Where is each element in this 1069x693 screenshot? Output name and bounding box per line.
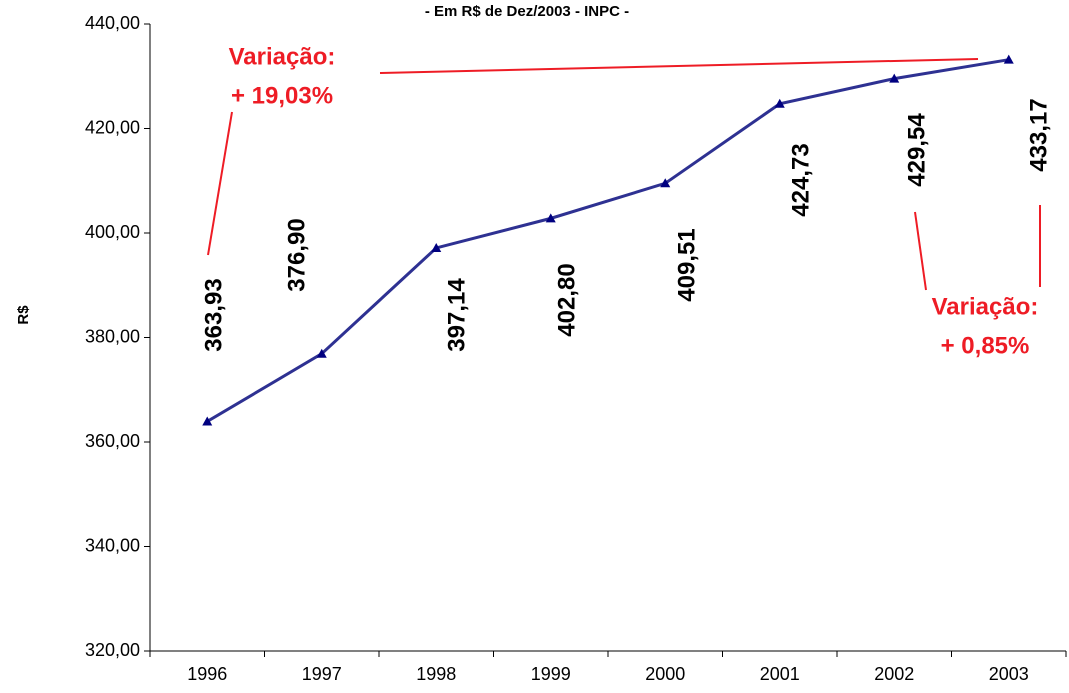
data-label: 397,14	[443, 278, 470, 352]
data-label: 433,17	[1025, 98, 1052, 171]
point-marker	[431, 242, 442, 252]
x-tick-label: 2000	[645, 664, 685, 684]
y-tick-label: 420,00	[85, 117, 140, 137]
x-tick-label: 2002	[874, 664, 914, 684]
point-marker	[316, 348, 327, 358]
series-line	[206, 58, 1009, 423]
y-tick-label: 380,00	[85, 326, 140, 346]
x-tick-label: 2003	[989, 664, 1029, 684]
annotation-leader	[207, 111, 233, 256]
x-tick-label: 1999	[531, 664, 571, 684]
point-marker	[774, 98, 785, 108]
annotation: Variação:	[229, 43, 336, 70]
x-tick-label: 1996	[187, 664, 227, 684]
data-label: 409,51	[673, 228, 700, 301]
y-tick-label: 340,00	[85, 535, 140, 555]
point-marker	[1003, 54, 1014, 64]
annotation: + 19,03%	[231, 82, 333, 109]
annotation-leader	[379, 58, 979, 74]
data-label: 376,90	[283, 218, 310, 291]
point-marker	[545, 213, 556, 223]
annotation: + 0,85%	[941, 332, 1030, 359]
annotation: Variação:	[932, 293, 1039, 320]
x-tick-label: 1997	[302, 664, 342, 684]
y-axis-label: R$	[15, 305, 32, 325]
data-label: 429,54	[903, 113, 930, 187]
data-label: 363,93	[200, 278, 227, 351]
y-tick-label: 400,00	[85, 222, 140, 242]
chart-subtitle: - Em R$ de Dez/2003 - INPC -	[425, 3, 629, 20]
y-tick-label: 360,00	[85, 431, 140, 451]
y-tick-label: 440,00	[85, 13, 140, 33]
x-tick-label: 2001	[760, 664, 800, 684]
annotation-leader	[914, 211, 927, 291]
point-marker	[202, 416, 213, 426]
point-marker	[660, 178, 671, 188]
y-tick-label: 320,00	[85, 640, 140, 660]
data-label: 402,80	[553, 263, 580, 336]
point-marker	[889, 73, 900, 83]
data-label: 424,73	[787, 143, 814, 216]
x-tick-label: 1998	[416, 664, 456, 684]
